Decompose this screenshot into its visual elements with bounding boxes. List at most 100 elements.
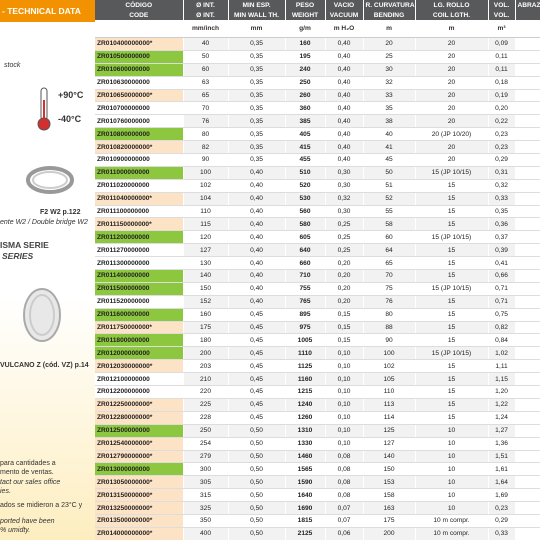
data-cell bbox=[515, 76, 540, 90]
data-cell: 150 bbox=[183, 282, 229, 296]
code-cell: ZR011500000000 bbox=[95, 282, 184, 296]
data-cell: 90 bbox=[183, 153, 229, 167]
data-cell: 10 bbox=[415, 475, 489, 490]
data-cell: 0,40 bbox=[325, 101, 364, 116]
data-cell: 240 bbox=[285, 63, 326, 77]
data-cell: 530 bbox=[285, 192, 326, 206]
header-cell: BENDING bbox=[363, 10, 416, 20]
table-row: ZR013050000000* 305 0,50 1590 0,08 153 10 1,64 bbox=[95, 475, 540, 490]
data-cell: 0,40 bbox=[228, 269, 286, 283]
data-cell: 203 bbox=[183, 359, 229, 374]
table-row: ZR012000000000 200 0,45 1110 0,10 100 15 (JP 1… bbox=[95, 346, 540, 361]
data-cell bbox=[515, 153, 540, 167]
data-cell: 0,20 bbox=[325, 256, 364, 271]
data-cell: 60 bbox=[363, 230, 416, 245]
data-cell bbox=[515, 411, 540, 425]
note: ados se midieron a 23°C y bbox=[0, 502, 83, 509]
data-cell: 70 bbox=[363, 269, 416, 283]
data-cell: 0,25 bbox=[325, 243, 364, 258]
data-cell: 0,40 bbox=[228, 295, 286, 309]
data-cell bbox=[515, 140, 540, 155]
data-cell: 40 bbox=[363, 127, 416, 142]
data-cell: 300 bbox=[183, 462, 229, 477]
data-cell: 35 bbox=[363, 101, 416, 116]
unit-cell: m bbox=[363, 20, 416, 38]
data-table: CÓDIGO Ø INT. MIN ESP. PESO VACIO R. CURVATUR… bbox=[95, 0, 540, 540]
data-cell: 20 bbox=[415, 153, 489, 167]
data-cell: 25 bbox=[363, 50, 416, 64]
data-cell: 0,36 bbox=[488, 217, 516, 232]
data-cell: 15 bbox=[415, 385, 489, 399]
ref2: VULCANO Z (cód. VZ) p.14 bbox=[0, 362, 89, 369]
data-cell: 0,40 bbox=[228, 192, 286, 206]
data-cell: 1160 bbox=[285, 372, 326, 387]
data-cell: 580 bbox=[285, 217, 326, 232]
data-cell: 0,32 bbox=[325, 192, 364, 206]
data-cell: 50 bbox=[363, 166, 416, 180]
data-cell: 0,06 bbox=[325, 527, 364, 540]
data-cell: 0,10 bbox=[325, 359, 364, 374]
data-cell bbox=[515, 243, 540, 258]
code-cell: ZR011520000000 bbox=[95, 295, 184, 309]
unit-cell: g/m bbox=[285, 20, 326, 38]
temp-min: -40°C bbox=[58, 114, 82, 124]
code-cell: ZR012030000000* bbox=[95, 359, 184, 374]
code-cell: ZR011020000000 bbox=[95, 179, 184, 193]
data-cell: 125 bbox=[363, 424, 416, 438]
thermometer bbox=[37, 87, 51, 131]
data-cell: 0,35 bbox=[228, 101, 286, 116]
data-cell: 102 bbox=[363, 359, 416, 374]
code-cell: ZR011200000000 bbox=[95, 230, 184, 245]
data-cell: 15 bbox=[415, 308, 489, 322]
unit-cell: m bbox=[415, 20, 489, 38]
header-cell: WEIGHT bbox=[285, 10, 326, 20]
data-cell: 0,31 bbox=[488, 166, 516, 180]
code-cell: ZR013050000000* bbox=[95, 475, 184, 490]
data-cell: 10 m compr. bbox=[415, 514, 489, 528]
data-cell: 755 bbox=[285, 282, 326, 296]
data-cell: 0,75 bbox=[488, 308, 516, 322]
stock-text: stock bbox=[4, 62, 21, 69]
data-cell: 15 bbox=[415, 243, 489, 258]
data-cell: 0,35 bbox=[228, 153, 286, 167]
table-row: ZR012280000000* 228 0,45 1260 0,10 114 15 1,24 bbox=[95, 411, 540, 425]
data-cell: 1125 bbox=[285, 359, 326, 374]
code-cell: ZR013000000000 bbox=[95, 462, 184, 477]
data-cell: 0,50 bbox=[228, 488, 286, 503]
ref1-desc: ente W2 / Double bridge W2 bbox=[0, 219, 88, 226]
data-cell: 1260 bbox=[285, 411, 326, 425]
data-cell: 1,02 bbox=[488, 346, 516, 361]
code-cell: ZR011750000000* bbox=[95, 321, 184, 335]
code-cell: ZR013500000000* bbox=[95, 514, 184, 528]
data-cell: 250 bbox=[183, 424, 229, 438]
data-cell: 0,25 bbox=[325, 217, 364, 232]
data-cell: 0,40 bbox=[325, 114, 364, 129]
data-cell: 520 bbox=[285, 179, 326, 193]
data-cell: 0,10 bbox=[325, 424, 364, 438]
data-cell bbox=[515, 101, 540, 116]
data-cell: 0,20 bbox=[325, 282, 364, 296]
data-cell: 15 bbox=[415, 333, 489, 348]
data-cell: 0,30 bbox=[325, 166, 364, 180]
header-cell: LG. ROLLO bbox=[415, 0, 489, 10]
data-cell: 75 bbox=[363, 282, 416, 296]
data-cell: 0,07 bbox=[325, 501, 364, 515]
table-row: ZR011520000000 152 0,40 765 0,20 76 15 0,71 bbox=[95, 295, 540, 309]
data-cell: 225 bbox=[183, 398, 229, 412]
data-cell: 0,35 bbox=[228, 37, 286, 51]
data-cell: 0,40 bbox=[228, 217, 286, 232]
code-cell: ZR010650000000* bbox=[95, 89, 184, 103]
table-row: CODE Ø INT. MIN WALL TH. WEIGHT VACUUM BENDIN… bbox=[95, 10, 540, 20]
data-cell: 158 bbox=[363, 488, 416, 503]
data-cell: 20 bbox=[415, 89, 489, 103]
table-row: ZR011270000000 127 0,40 640 0,25 64 15 0,39 bbox=[95, 243, 540, 258]
data-cell: 55 bbox=[363, 205, 416, 219]
data-cell: 1,11 bbox=[488, 359, 516, 374]
header-cell: Ø INT. bbox=[183, 10, 229, 20]
data-cell: 0,45 bbox=[228, 385, 286, 399]
data-cell: 104 bbox=[183, 192, 229, 206]
data-cell: 102 bbox=[183, 179, 229, 193]
data-cell: 605 bbox=[285, 230, 326, 245]
code-cell: ZR010600000000 bbox=[95, 63, 184, 77]
